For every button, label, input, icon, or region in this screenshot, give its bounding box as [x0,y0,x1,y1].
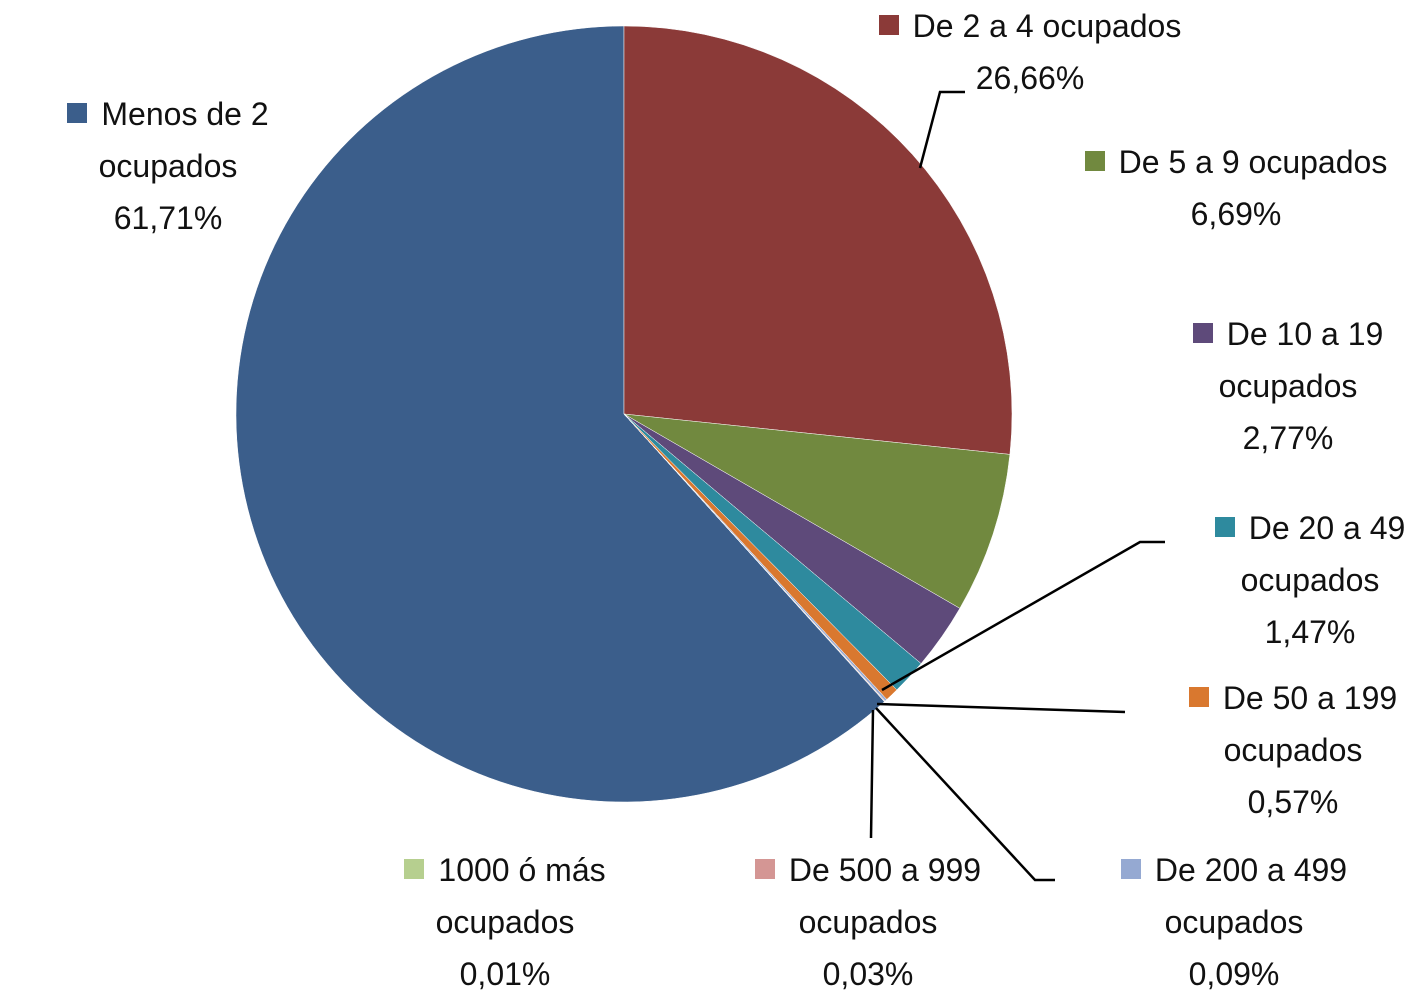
leader-line [876,702,1126,714]
legend-marker [1188,687,1209,707]
legend-marker [404,859,425,879]
pie-slice [235,25,885,803]
legend-marker [878,15,899,35]
value-label: 0,57% [1247,784,1339,820]
value-label: 0,03% [822,956,914,992]
data-label: De 2 a 4 ocupados 26,66% [820,0,1240,104]
category-label: Menos de 2 ocupados [98,96,269,184]
legend-marker [1214,517,1235,537]
pie-slice [623,413,1011,609]
value-label: 61,71% [113,200,223,236]
category-label: De 5 a 9 ocupados [1118,144,1388,180]
data-label: De 50 a 199 ocupados 0,57% [1168,672,1409,828]
leader-line [869,709,875,839]
value-label: 26,66% [975,60,1085,96]
data-label: De 10 a 19 ocupados 2,77% [1173,308,1403,464]
pie-slice [623,25,1013,455]
value-label: 6,69% [1190,196,1282,232]
pie [235,25,1013,803]
category-label: De 200 a 499 ocupados [1154,852,1348,940]
data-label: Menos de 2 ocupados 61,71% [33,88,303,244]
legend-marker [1120,859,1141,879]
value-label: 1,47% [1264,614,1356,650]
category-label: De 2 a 4 ocupados [912,8,1182,44]
value-label: 2,77% [1242,420,1334,456]
legend-marker [1084,151,1105,171]
value-label: 0,01% [459,956,551,992]
data-label: De 20 a 49 ocupados 1,47% [1190,502,1409,658]
pie-slice [623,413,885,702]
legend-marker [1192,323,1213,343]
category-label: 1000 ó más ocupados [435,852,606,940]
legend-marker [67,103,88,123]
value-label: 0,09% [1188,956,1280,992]
leader-line [918,90,965,169]
category-label: De 50 a 199 ocupados [1222,680,1398,768]
data-label: De 5 a 9 ocupados 6,69% [1026,136,1409,240]
leader-line [881,540,1165,692]
category-label: De 20 a 49 ocupados [1240,510,1406,598]
legend-marker [754,859,775,879]
data-label: De 500 a 999 ocupados 0,03% [723,844,1013,1000]
leader-line [875,707,1055,882]
data-label: 1000 ó más ocupados 0,01% [375,844,635,1000]
data-label: De 200 a 499 ocupados 0,09% [1089,844,1379,1000]
category-label: De 10 a 19 ocupados [1218,316,1384,404]
category-label: De 500 a 999 ocupados [788,852,982,940]
